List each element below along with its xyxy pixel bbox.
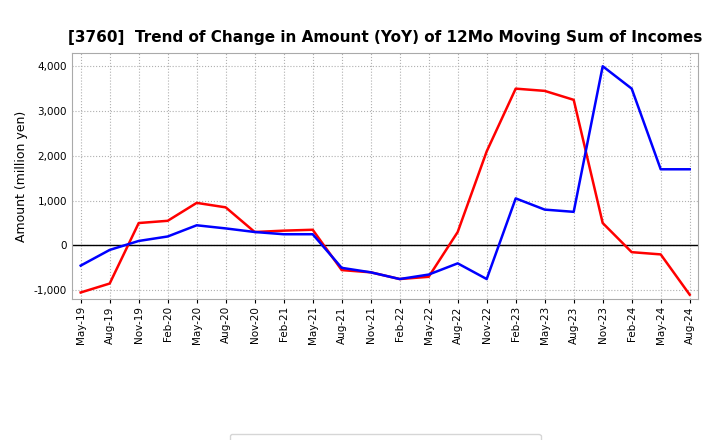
Net Income	[657, 252, 665, 257]
Net Income	[251, 229, 259, 235]
Ordinary Income	[135, 238, 143, 244]
Net Income	[454, 229, 462, 235]
Net Income	[192, 200, 201, 205]
Legend: Ordinary Income, Net Income: Ordinary Income, Net Income	[230, 433, 541, 440]
Ordinary Income	[657, 167, 665, 172]
Net Income	[105, 281, 114, 286]
Ordinary Income	[366, 270, 375, 275]
Net Income	[221, 205, 230, 210]
Ordinary Income	[105, 247, 114, 253]
Net Income	[541, 88, 549, 94]
Net Income	[308, 227, 317, 232]
Net Income	[279, 228, 288, 233]
Ordinary Income	[424, 272, 433, 277]
Net Income	[76, 290, 85, 295]
Net Income	[163, 218, 172, 224]
Ordinary Income	[251, 229, 259, 235]
Net Income	[627, 249, 636, 255]
Net Income	[424, 274, 433, 279]
Net Income	[511, 86, 520, 91]
Ordinary Income	[570, 209, 578, 214]
Net Income	[366, 270, 375, 275]
Ordinary Income	[308, 231, 317, 237]
Ordinary Income	[627, 86, 636, 91]
Net Income	[598, 220, 607, 226]
Title: [3760]  Trend of Change in Amount (YoY) of 12Mo Moving Sum of Incomes: [3760] Trend of Change in Amount (YoY) o…	[68, 29, 703, 45]
Line: Ordinary Income: Ordinary Income	[81, 66, 690, 279]
Ordinary Income	[192, 223, 201, 228]
Net Income	[570, 97, 578, 103]
Ordinary Income	[482, 276, 491, 282]
Ordinary Income	[454, 261, 462, 266]
Ordinary Income	[598, 64, 607, 69]
Net Income	[482, 149, 491, 154]
Ordinary Income	[279, 231, 288, 237]
Y-axis label: Amount (million yen): Amount (million yen)	[15, 110, 28, 242]
Net Income	[685, 292, 694, 297]
Ordinary Income	[221, 226, 230, 231]
Ordinary Income	[511, 196, 520, 201]
Net Income	[395, 276, 404, 282]
Ordinary Income	[76, 263, 85, 268]
Ordinary Income	[163, 234, 172, 239]
Net Income	[135, 220, 143, 226]
Ordinary Income	[395, 276, 404, 282]
Line: Net Income: Net Income	[81, 88, 690, 295]
Ordinary Income	[541, 207, 549, 212]
Net Income	[338, 268, 346, 273]
Ordinary Income	[685, 167, 694, 172]
Ordinary Income	[338, 265, 346, 271]
